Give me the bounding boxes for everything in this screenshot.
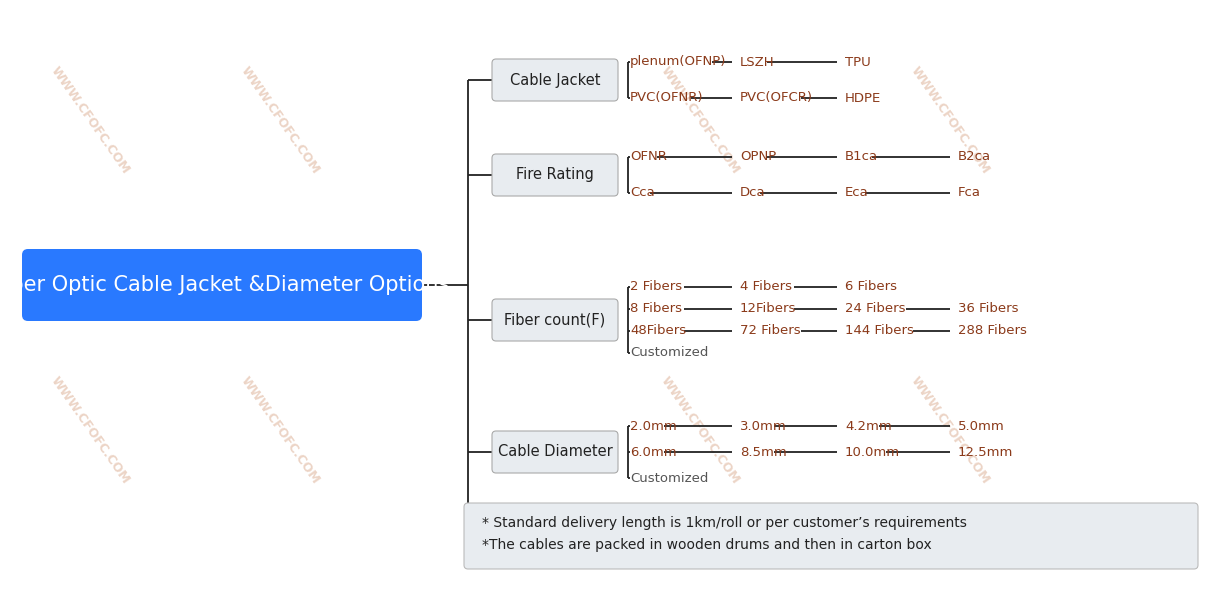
Text: Fiber Optic Cable Jacket &Diameter Options: Fiber Optic Cable Jacket &Diameter Optio… <box>0 275 450 295</box>
Text: 6.0mm: 6.0mm <box>630 446 677 458</box>
Text: 36 Fibers: 36 Fibers <box>958 302 1019 316</box>
Text: 10.0mm: 10.0mm <box>845 446 900 458</box>
Text: 5.0mm: 5.0mm <box>958 419 1005 432</box>
Text: Dca: Dca <box>741 186 766 199</box>
Text: LSZH: LSZH <box>741 56 775 68</box>
Text: Cca: Cca <box>630 186 655 199</box>
Text: Fire Rating: Fire Rating <box>516 168 594 183</box>
Text: B2ca: B2ca <box>958 150 991 164</box>
Text: 72 Fibers: 72 Fibers <box>741 325 800 337</box>
Text: 2.0mm: 2.0mm <box>630 419 677 432</box>
FancyBboxPatch shape <box>492 431 619 473</box>
FancyBboxPatch shape <box>464 503 1198 569</box>
Text: Fca: Fca <box>958 186 981 199</box>
Text: B1ca: B1ca <box>845 150 878 164</box>
Text: 12.5mm: 12.5mm <box>958 446 1014 458</box>
Text: PVC(OFCR): PVC(OFCR) <box>741 92 813 104</box>
Text: Cable Diameter: Cable Diameter <box>498 444 612 459</box>
Text: plenum(OFNP): plenum(OFNP) <box>630 56 726 68</box>
Text: WWW.CFOFC.COM: WWW.CFOFC.COM <box>908 374 992 486</box>
Text: 8 Fibers: 8 Fibers <box>630 302 682 316</box>
Text: HDPE: HDPE <box>845 92 881 104</box>
Text: Customized: Customized <box>630 346 709 359</box>
Text: 4 Fibers: 4 Fibers <box>741 280 792 294</box>
Text: 2 Fibers: 2 Fibers <box>630 280 682 294</box>
FancyBboxPatch shape <box>492 59 619 101</box>
FancyBboxPatch shape <box>22 249 422 321</box>
Text: Fiber count(F): Fiber count(F) <box>504 313 605 328</box>
Text: * Standard delivery length is 1km/roll or per customer’s requirements: * Standard delivery length is 1km/roll o… <box>482 516 967 530</box>
Text: 12Fibers: 12Fibers <box>741 302 797 316</box>
Text: 24 Fibers: 24 Fibers <box>845 302 905 316</box>
Text: Eca: Eca <box>845 186 869 199</box>
Text: Cable Jacket: Cable Jacket <box>510 72 600 87</box>
Text: 144 Fibers: 144 Fibers <box>845 325 914 337</box>
Text: WWW.CFOFC.COM: WWW.CFOFC.COM <box>48 64 132 176</box>
Text: WWW.CFOFC.COM: WWW.CFOFC.COM <box>238 374 322 486</box>
Text: WWW.CFOFC.COM: WWW.CFOFC.COM <box>658 374 742 486</box>
Text: OPNP: OPNP <box>741 150 776 164</box>
Text: WWW.CFOFC.COM: WWW.CFOFC.COM <box>238 64 322 176</box>
Text: WWW.CFOFC.COM: WWW.CFOFC.COM <box>908 64 992 176</box>
Text: PVC(OFNR): PVC(OFNR) <box>630 92 704 104</box>
Text: Customized: Customized <box>630 471 709 485</box>
Text: TPU: TPU <box>845 56 871 68</box>
Text: *The cables are packed in wooden drums and then in carton box: *The cables are packed in wooden drums a… <box>482 538 932 552</box>
Text: 48Fibers: 48Fibers <box>630 325 686 337</box>
Text: 8.5mm: 8.5mm <box>741 446 787 458</box>
Text: OFNR: OFNR <box>630 150 667 164</box>
Text: 288 Fibers: 288 Fibers <box>958 325 1027 337</box>
Text: 6 Fibers: 6 Fibers <box>845 280 897 294</box>
FancyBboxPatch shape <box>492 299 619 341</box>
Text: WWW.CFOFC.COM: WWW.CFOFC.COM <box>48 374 132 486</box>
FancyBboxPatch shape <box>492 154 619 196</box>
Text: 4.2mm: 4.2mm <box>845 419 892 432</box>
Text: WWW.CFOFC.COM: WWW.CFOFC.COM <box>658 64 742 176</box>
Text: 3.0mm: 3.0mm <box>741 419 787 432</box>
